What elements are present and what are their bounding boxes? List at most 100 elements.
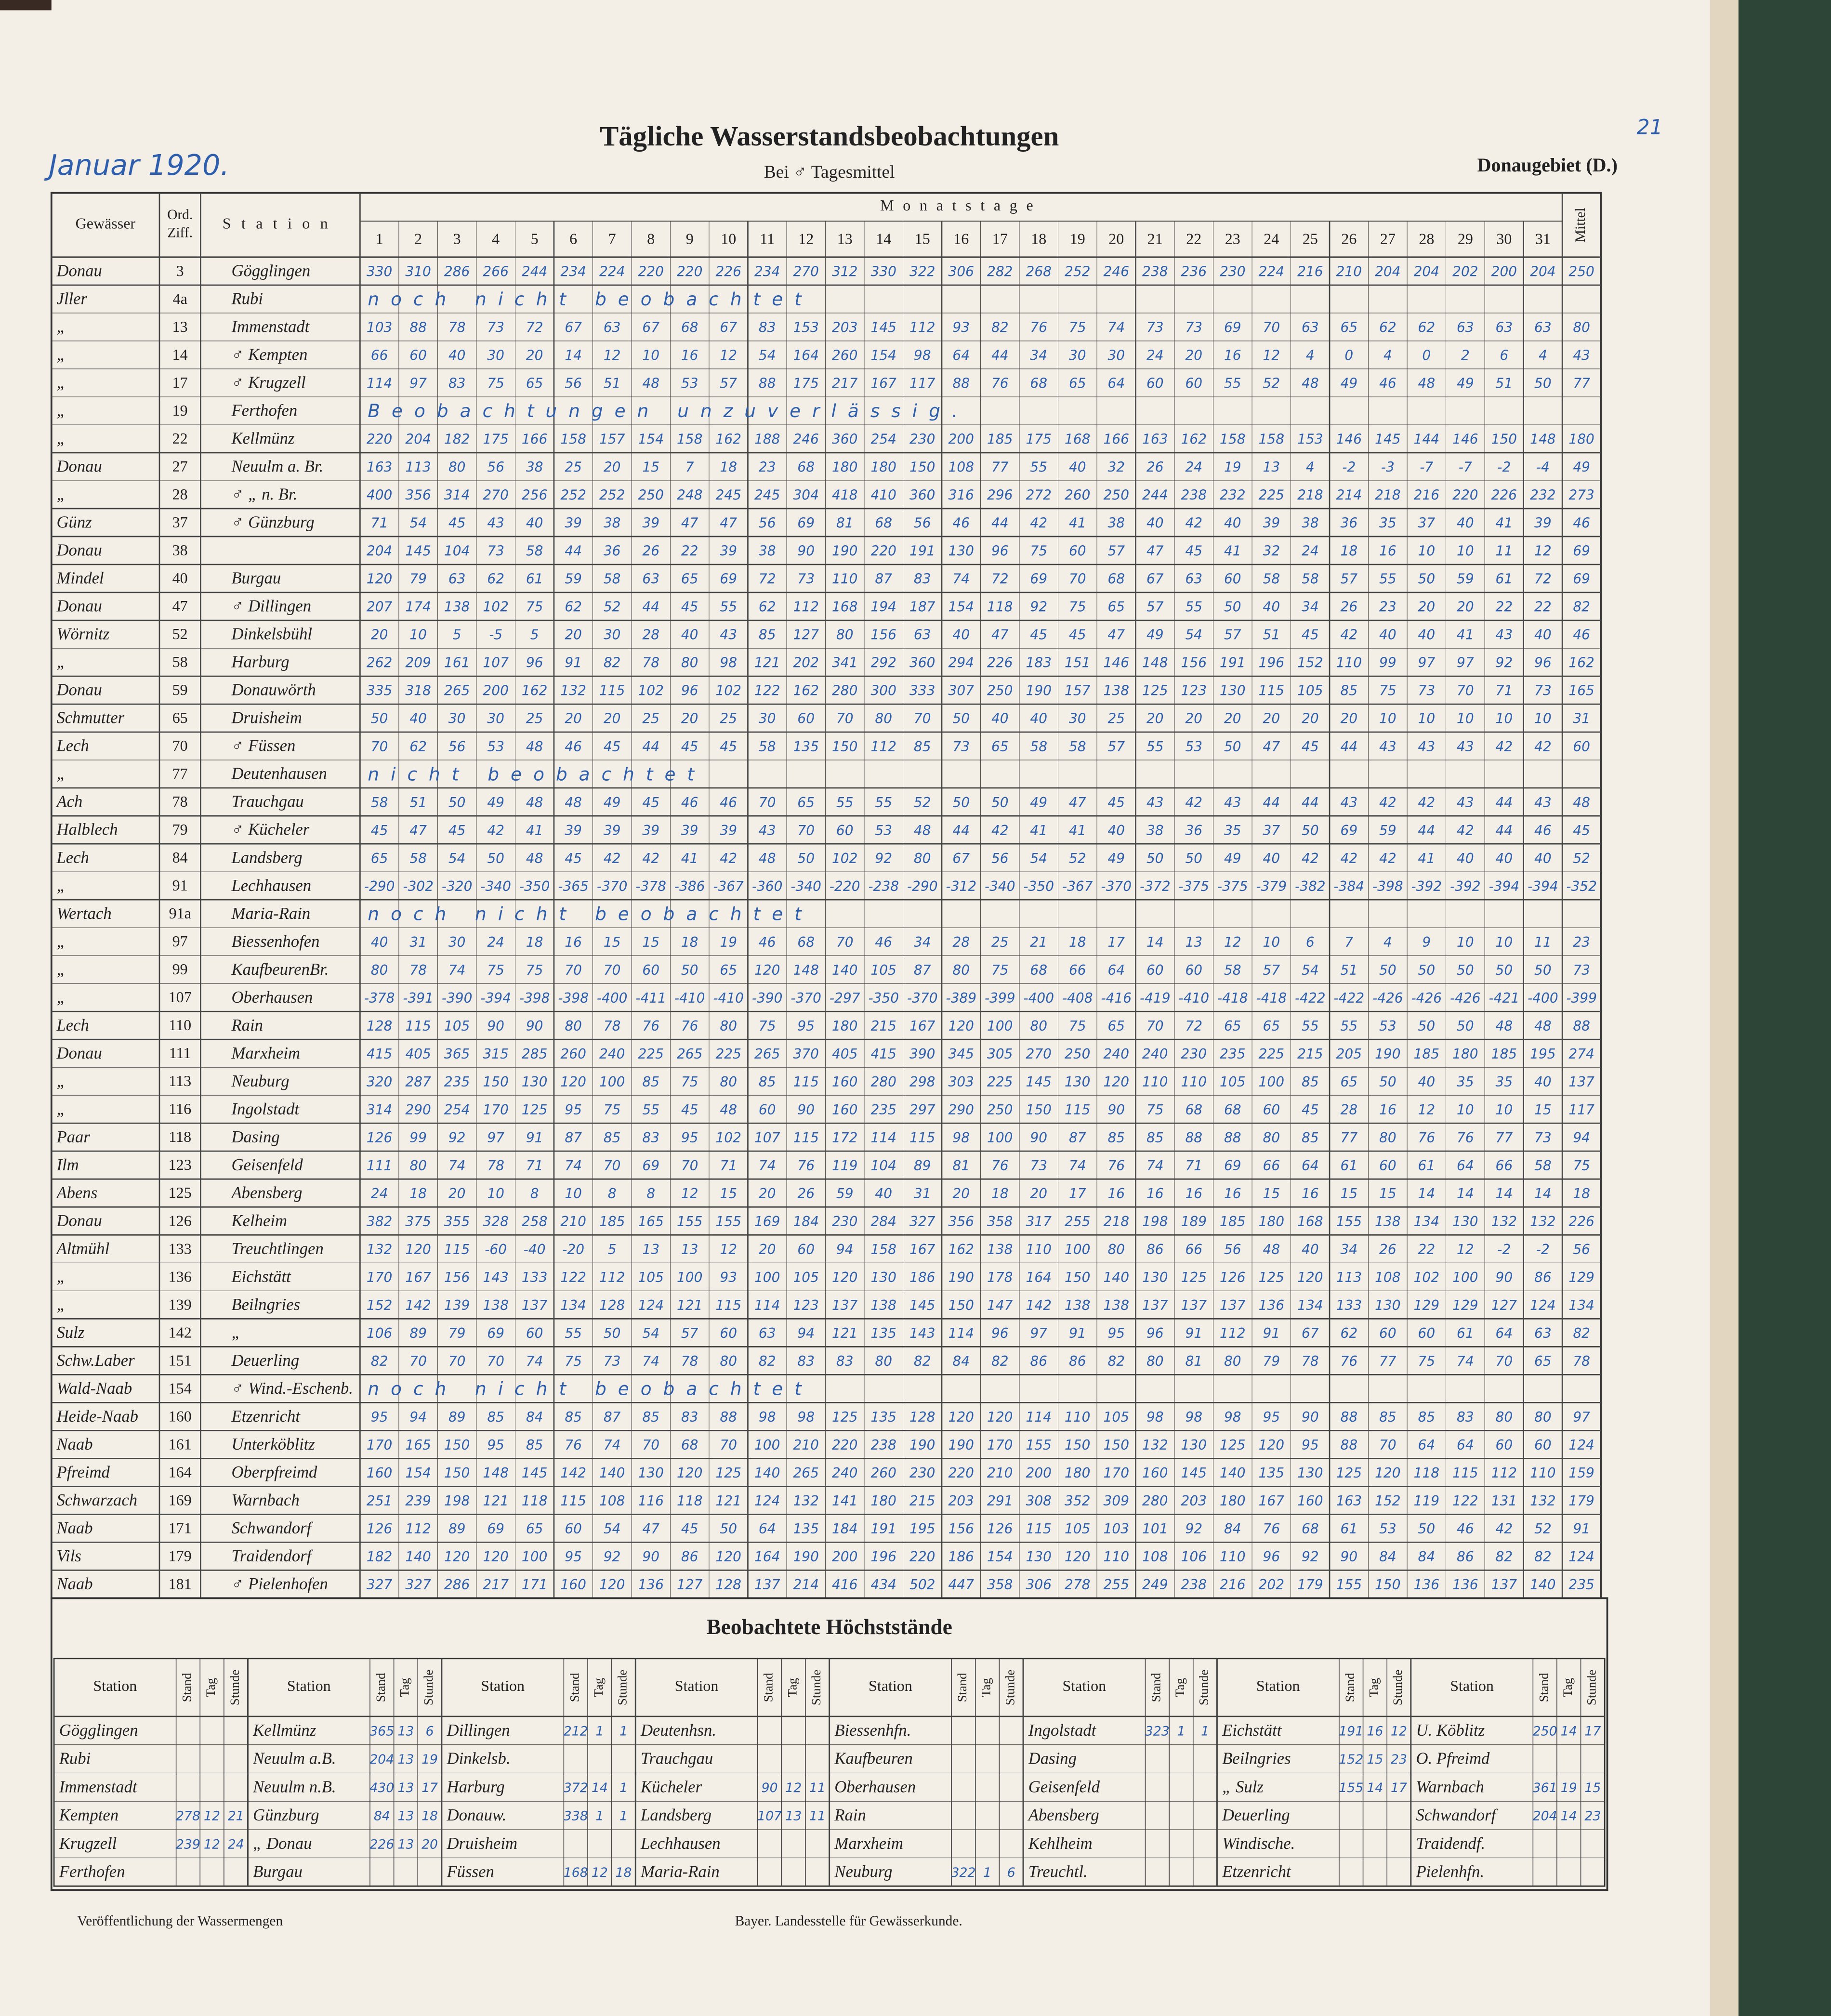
value: 76 xyxy=(565,1437,582,1453)
value: 68 xyxy=(797,459,815,475)
ord: 17 xyxy=(172,374,188,391)
value: -394 xyxy=(480,990,511,1006)
peak-station: Donauw. xyxy=(447,1806,507,1824)
value: 92 xyxy=(1496,655,1513,671)
value: 45 xyxy=(681,1521,698,1537)
peak-stunde: 15 xyxy=(1584,1780,1601,1795)
value: 4 xyxy=(1383,348,1392,364)
value: -382 xyxy=(1295,878,1326,894)
value: 251 xyxy=(367,1493,392,1509)
value: 85 xyxy=(604,1130,621,1146)
value: 146 xyxy=(1336,432,1362,447)
value: 210 xyxy=(987,1465,1013,1481)
value: 18 xyxy=(409,1186,427,1202)
peak-tag: 13 xyxy=(397,1809,414,1824)
ord: 118 xyxy=(169,1128,191,1145)
value: 20 xyxy=(1302,711,1319,727)
peak-stand: 361 xyxy=(1533,1780,1557,1795)
value: 286 xyxy=(444,264,470,280)
value: 78 xyxy=(487,1158,504,1174)
value: -419 xyxy=(1140,990,1171,1006)
value: 15 xyxy=(604,934,621,950)
value: 150 xyxy=(444,1437,470,1453)
mittel: 97 xyxy=(1573,1409,1590,1425)
station: Ferthofen xyxy=(231,401,297,420)
value: 252 xyxy=(560,487,586,503)
peak-tag: 14 xyxy=(1561,1809,1577,1824)
value: 86 xyxy=(1030,1353,1047,1369)
value: 102 xyxy=(483,599,508,615)
value: 390 xyxy=(909,1046,935,1062)
value: 65 xyxy=(1534,1353,1552,1369)
value: 20 xyxy=(604,711,621,727)
value: 130 xyxy=(1297,1465,1323,1481)
value: 50 xyxy=(720,1521,737,1537)
value: 155 xyxy=(1336,1214,1362,1230)
value: 95 xyxy=(797,1018,815,1034)
value: 76 xyxy=(991,1158,1009,1174)
value: 145 xyxy=(909,1297,935,1313)
value: 16 xyxy=(565,934,582,950)
value: 125 xyxy=(522,1102,547,1118)
peak-tag: 12 xyxy=(785,1780,802,1795)
note: nicht beobachtet xyxy=(368,763,706,785)
value: 360 xyxy=(832,432,857,447)
station: KaufbeurenBr. xyxy=(231,960,329,979)
mittel: 18 xyxy=(1573,1186,1590,1202)
value: -398 xyxy=(1372,878,1403,894)
value: 63 xyxy=(1534,320,1552,336)
value: 100 xyxy=(987,1018,1013,1034)
gewaesser: Halblech xyxy=(56,820,118,839)
value: 114 xyxy=(948,1325,974,1341)
value: 30 xyxy=(1069,348,1086,364)
value: 50 xyxy=(604,1325,621,1341)
peak-stunde: 1 xyxy=(619,1809,628,1824)
value: -416 xyxy=(1101,990,1132,1006)
peak-station: Geisenfeld xyxy=(1028,1777,1100,1796)
value: 43 xyxy=(1496,627,1513,643)
mittel: 69 xyxy=(1573,543,1590,559)
value: 102 xyxy=(638,683,663,699)
peak-tag: 14 xyxy=(1561,1724,1577,1739)
value: 75 xyxy=(759,1018,776,1034)
value: 135 xyxy=(793,1521,818,1537)
value: 66 xyxy=(1263,1158,1280,1174)
value: 69 xyxy=(1224,1158,1241,1174)
value: 97 xyxy=(487,1130,504,1146)
value: 120 xyxy=(715,1549,741,1565)
value: 48 xyxy=(526,851,543,866)
value: 80 xyxy=(371,962,388,978)
value: 145 xyxy=(1181,1465,1207,1481)
value: 53 xyxy=(1379,1521,1396,1537)
day-header: 23 xyxy=(1225,230,1240,248)
value: 44 xyxy=(1263,795,1280,811)
value: 249 xyxy=(1142,1577,1168,1593)
value: 60 xyxy=(565,1521,582,1537)
value: 203 xyxy=(948,1493,974,1509)
peak-tag: 13 xyxy=(397,1837,414,1852)
gewaesser: Jller xyxy=(56,289,87,308)
value: 125 xyxy=(715,1465,741,1481)
corner xyxy=(0,0,52,11)
value: 60 xyxy=(1185,962,1202,978)
value: 102 xyxy=(715,1130,741,1146)
peak-stand: 278 xyxy=(176,1809,200,1824)
gewaesser: Heide-Naab xyxy=(56,1407,138,1426)
mittel: 162 xyxy=(1568,655,1594,671)
value: 50 xyxy=(1418,1521,1436,1537)
value: 20 xyxy=(565,627,582,643)
value: 40 xyxy=(1302,1242,1319,1257)
value: 5 xyxy=(453,627,461,643)
value: 70 xyxy=(448,1353,466,1369)
value: 110 xyxy=(832,571,857,587)
peak-stunde: 17 xyxy=(422,1780,438,1795)
value: 330 xyxy=(871,264,896,280)
value: 39 xyxy=(681,823,698,838)
peaks-header: Tag xyxy=(979,1678,993,1697)
month-note: Januar 1920. xyxy=(44,148,229,182)
peak-tag: 13 xyxy=(397,1724,414,1739)
value: 240 xyxy=(832,1465,857,1481)
value: 12 xyxy=(604,348,621,364)
value: -390 xyxy=(752,990,783,1006)
value: 47 xyxy=(1107,627,1125,643)
